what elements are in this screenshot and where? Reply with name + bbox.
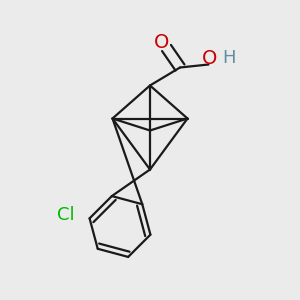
Text: H: H: [223, 50, 236, 68]
Text: O: O: [202, 49, 218, 68]
Text: Cl: Cl: [57, 206, 75, 224]
Text: O: O: [153, 32, 169, 52]
